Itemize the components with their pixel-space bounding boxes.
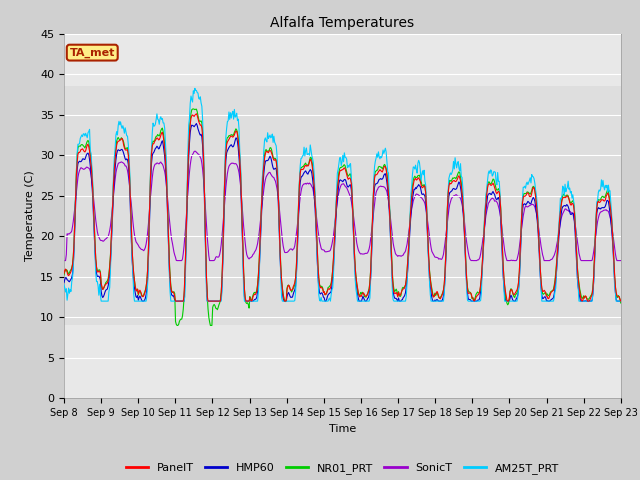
Title: Alfalfa Temperatures: Alfalfa Temperatures	[270, 16, 415, 30]
Legend: PanelT, HMP60, NR01_PRT, SonicT, AM25T_PRT: PanelT, HMP60, NR01_PRT, SonicT, AM25T_P…	[122, 459, 563, 479]
Bar	[64, 86, 621, 325]
X-axis label: Time: Time	[329, 424, 356, 433]
Y-axis label: Temperature (C): Temperature (C)	[24, 170, 35, 262]
Text: TA_met: TA_met	[70, 48, 115, 58]
